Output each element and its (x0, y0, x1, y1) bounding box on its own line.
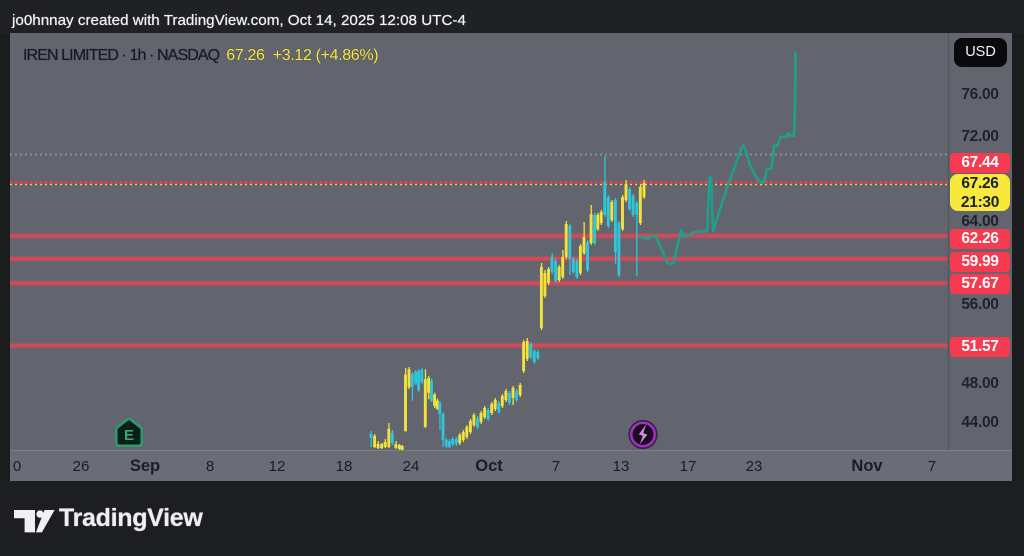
svg-text:E: E (124, 427, 134, 444)
